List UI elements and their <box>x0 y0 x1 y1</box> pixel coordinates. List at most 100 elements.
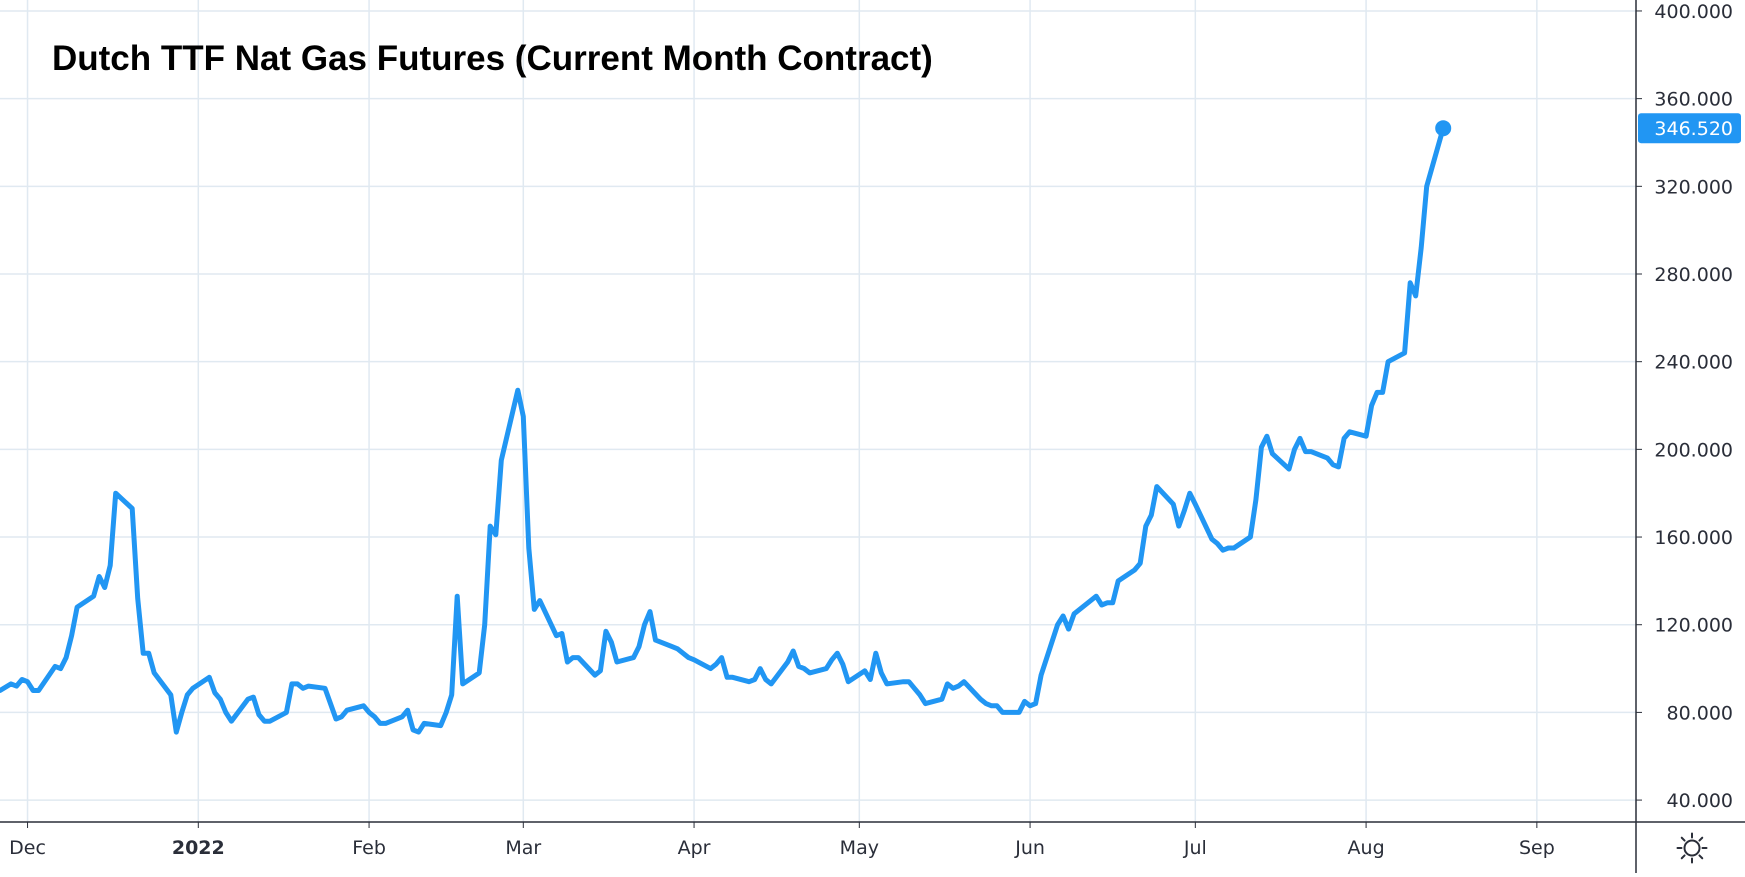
data-point <box>378 721 383 726</box>
data-point <box>1072 611 1077 616</box>
data-point <box>36 688 41 693</box>
data-point <box>791 649 796 654</box>
data-point <box>763 677 768 682</box>
data-point <box>9 681 14 686</box>
y-tick-label: 200.000 <box>1654 439 1733 461</box>
x-tick-label: Mar <box>505 837 541 859</box>
data-point <box>1325 456 1330 461</box>
data-point <box>1028 703 1033 708</box>
data-point <box>1375 390 1380 395</box>
data-point <box>939 697 944 702</box>
data-point <box>686 655 691 660</box>
data-point <box>212 690 217 695</box>
data-point <box>91 594 96 599</box>
x-tick-label: 2022 <box>172 837 225 859</box>
data-point <box>653 638 658 643</box>
sun-icon[interactable] <box>1676 832 1708 864</box>
data-point <box>75 605 80 610</box>
data-point <box>190 686 195 691</box>
data-point <box>708 666 713 671</box>
data-point <box>499 458 504 463</box>
data-point <box>1364 434 1369 439</box>
data-point <box>1215 541 1220 546</box>
data-point <box>152 670 157 675</box>
data-point <box>383 721 388 726</box>
data-point <box>251 695 256 700</box>
data-point <box>807 670 812 675</box>
series-layer <box>0 120 1452 735</box>
data-point <box>323 686 328 691</box>
data-point <box>102 585 107 590</box>
data-point <box>631 655 636 660</box>
data-point <box>289 681 294 686</box>
data-point <box>1347 429 1352 434</box>
y-tick-label: 400.000 <box>1654 1 1733 23</box>
data-point <box>416 730 421 735</box>
data-point <box>1419 245 1424 250</box>
x-tick-label: Feb <box>352 837 386 859</box>
chart-title: Dutch TTF Nat Gas Futures (Current Month… <box>52 39 933 78</box>
data-point <box>758 666 763 671</box>
data-point <box>1066 627 1071 632</box>
data-point <box>97 574 102 579</box>
data-point <box>868 677 873 682</box>
data-point <box>532 607 537 612</box>
y-tick-label: 120.000 <box>1654 615 1733 637</box>
data-point <box>603 629 608 634</box>
data-point <box>223 710 228 715</box>
settings-sun-icon-group[interactable] <box>1676 832 1708 864</box>
data-point <box>681 651 686 656</box>
sun-icon-ray <box>1680 854 1686 860</box>
data-point <box>840 662 845 667</box>
data-point <box>301 686 306 691</box>
sun-icon-core <box>1683 839 1701 857</box>
data-point <box>477 670 482 675</box>
last-price-text: 346.520 <box>1654 118 1733 140</box>
data-point <box>576 655 581 660</box>
data-point <box>31 688 36 693</box>
data-point <box>69 633 74 638</box>
data-point <box>256 712 261 717</box>
data-point <box>400 714 405 719</box>
data-point <box>229 719 234 724</box>
data-point <box>984 701 989 706</box>
data-point <box>785 660 790 665</box>
data-point <box>614 660 619 665</box>
last-value-marker <box>1435 120 1452 137</box>
data-point <box>1149 513 1154 518</box>
data-point <box>1298 436 1303 441</box>
data-point <box>1264 434 1269 439</box>
data-point <box>570 655 575 660</box>
data-point <box>945 681 950 686</box>
data-point <box>521 414 526 419</box>
data-point <box>64 655 69 660</box>
data-point <box>1292 447 1297 452</box>
data-point <box>642 622 647 627</box>
data-point <box>1116 578 1121 583</box>
y-tick-label: 360.000 <box>1654 89 1733 111</box>
sun-icon-ray <box>1698 854 1704 860</box>
data-point <box>411 727 416 732</box>
price-series-line <box>0 125 1446 735</box>
data-point <box>361 703 366 708</box>
data-point <box>901 679 906 684</box>
data-point <box>526 546 531 551</box>
x-tick-label: Jul <box>1183 837 1207 859</box>
data-point <box>1176 524 1181 529</box>
data-point <box>168 692 173 697</box>
data-point <box>884 681 889 686</box>
last-price-badge <box>1638 113 1741 144</box>
data-point <box>725 675 730 680</box>
data-point <box>113 491 118 496</box>
data-point <box>559 631 564 636</box>
data-point <box>284 710 289 715</box>
data-point <box>648 609 653 614</box>
data-point <box>422 721 427 726</box>
data-point <box>135 596 140 601</box>
data-point <box>747 679 752 684</box>
data-point <box>862 668 867 673</box>
data-point <box>951 686 956 691</box>
data-point <box>1309 449 1314 454</box>
